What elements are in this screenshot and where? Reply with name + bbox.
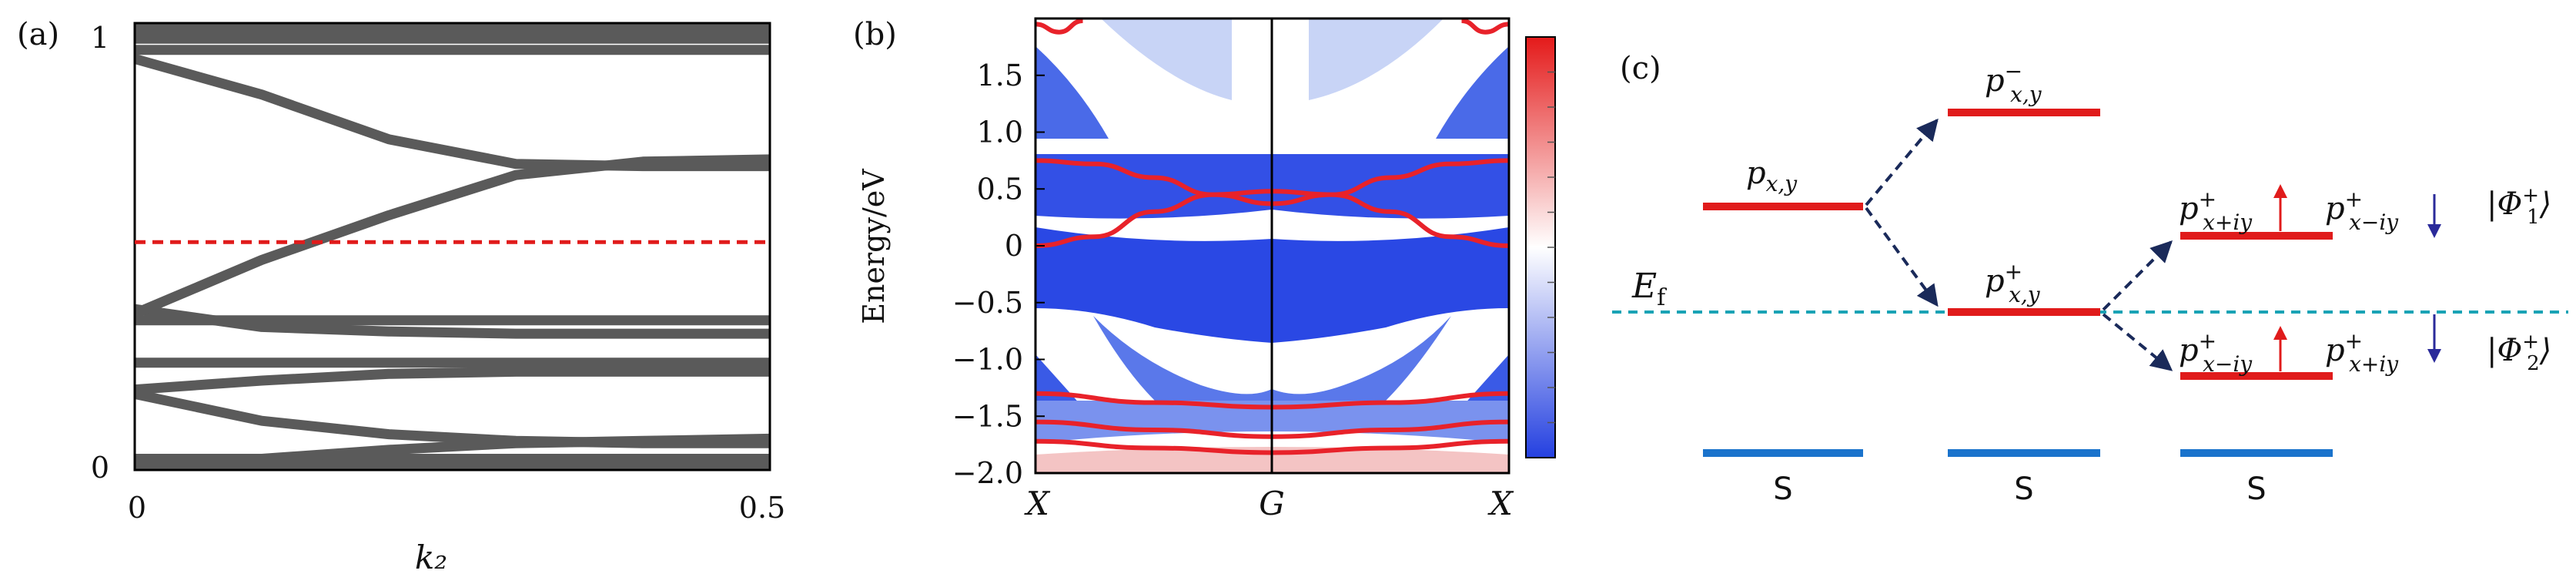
level-pxy-minus-label: p− x,y [1985, 59, 2042, 107]
transition-arrow [1865, 118, 1939, 206]
panel-a-xtick-0: 0 [128, 491, 146, 525]
s-level-3-label: S [2246, 472, 2266, 507]
level-px-minus-iy-label: p+ x−iy [2179, 328, 2253, 377]
panel-b-yticks: 1.5 1.0 0.5 0 −0.5 −1.0 −1.5 −2.0 [952, 59, 1045, 490]
panel-a-label: (a) [17, 17, 59, 52]
fermi-label: Ef [1631, 267, 1667, 311]
ytick-label: −2.0 [952, 456, 1023, 490]
level-px-plus-iy-label: p+ x+iy [2179, 186, 2253, 235]
panel-a-ytick-0: 0 [91, 451, 109, 485]
panel-b-label: (b) [853, 17, 897, 52]
panel-b-xtick-g: G [1259, 485, 1285, 522]
heatmap-region [1309, 18, 1509, 100]
level-pxy-plus-label: p+ x,y [1985, 259, 2041, 307]
level-pxy-label: px,y [1746, 156, 1798, 196]
heatmap-region [1035, 18, 1232, 100]
panel-a-frame [133, 22, 771, 472]
heatmap-region [1436, 46, 1509, 139]
ytick-label: 0 [1005, 229, 1023, 263]
label-px-minus-iy-up: p+ x−iy [2325, 186, 2399, 235]
heatmap-region [1093, 316, 1451, 401]
panel-a-bands [135, 23, 770, 470]
heatmap-region [1035, 46, 1109, 139]
panel-c-label: (c) [1620, 51, 1661, 86]
panel-a-xlabel: k₂ [415, 539, 447, 576]
ytick-label: 1.5 [977, 59, 1023, 92]
s-level-1-label: S [1773, 472, 1792, 507]
band-line-3 [135, 388, 770, 448]
transition-arrow [1865, 206, 1939, 307]
transition-arrow [2102, 313, 2173, 371]
s-level-2-label: S [2014, 472, 2033, 507]
band-line-8 [135, 154, 770, 319]
ytick-label: 1.0 [977, 116, 1023, 149]
panel-c: (c) Ef px,y p− x,y p+ x,y p+ x+iy p+ x−iy p+… [1612, 51, 2568, 507]
band-line-9 [135, 53, 770, 172]
ytick-label: 0.5 [977, 172, 1023, 206]
panel-b-xtick-x-left: X [1024, 485, 1051, 522]
panel-a-xtick-1: 0.5 [739, 491, 785, 525]
panel-b-ylabel: Energy/eV [857, 169, 891, 324]
ytick-label: −0.5 [952, 286, 1023, 320]
transition-arrow [2102, 240, 2173, 311]
ytick-label: −1.5 [952, 399, 1023, 433]
state-phi1: |Φ+ 1⟩ [2487, 184, 2551, 229]
colorbar-ticks [1547, 71, 1555, 424]
label-px-plus-iy-down: p+ x+iy [2325, 328, 2399, 377]
edge-state-5 [1035, 18, 1083, 35]
panel-b-xtick-x-right: X [1487, 485, 1514, 522]
state-phi2: |Φ+ 2⟩ [2487, 331, 2551, 375]
panel-a: (a) 1 0 0 0.5 k₂ [17, 17, 785, 576]
panel-a-ytick-1: 1 [91, 21, 109, 55]
ytick-label: −1.0 [952, 343, 1023, 377]
edge-state-6 [1461, 18, 1509, 35]
band-line-4 [135, 366, 770, 395]
panel-b: (b) 1.5 1.0 0.5 0 −0.5 −1.0 −1.5 −2.0 X G X Ene… [853, 17, 1556, 522]
